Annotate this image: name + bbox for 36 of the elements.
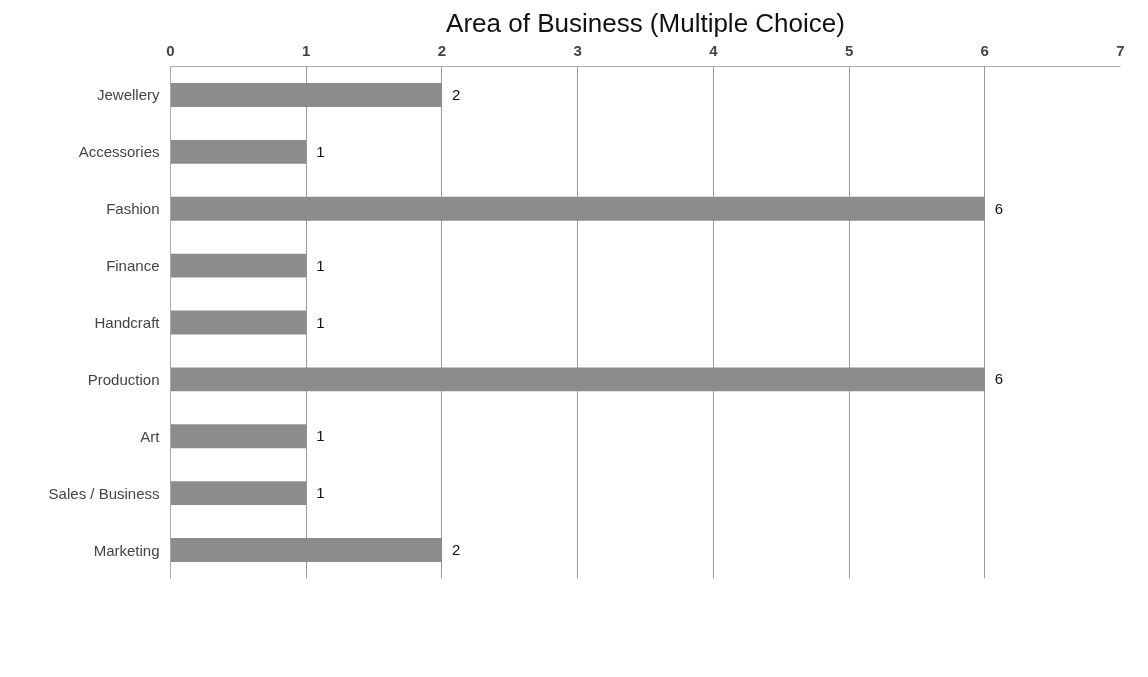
x-tick-label: 2 [437, 41, 447, 59]
x-tick-label: 7 [1116, 41, 1125, 59]
y-tick-label: Accessories [78, 143, 160, 161]
bar [170, 310, 307, 335]
bar [170, 83, 442, 107]
bar [170, 139, 307, 164]
x-tick-label: 5 [844, 41, 854, 59]
data-label: 1 [316, 313, 325, 331]
y-tick-label: Handcraft [94, 314, 161, 331]
y-tick-label: Finance [106, 257, 160, 275]
y-tick-label: Art [140, 427, 161, 445]
bar [170, 253, 307, 278]
chart-title: Area of Business (Multiple Choice) [446, 7, 845, 38]
data-label: 6 [994, 370, 1004, 388]
y-tick-label: Production [87, 370, 160, 388]
x-tick-label: 4 [709, 41, 719, 59]
data-label: 1 [316, 484, 325, 502]
y-tick-label: Jewellery [96, 86, 160, 104]
data-label: 1 [316, 256, 325, 274]
y-tick-label: Sales / Business [48, 484, 160, 502]
bar [170, 424, 307, 449]
x-tick-label: 0 [166, 41, 175, 59]
y-tick-label: Fashion [106, 200, 160, 218]
data-label: 2 [451, 541, 461, 559]
data-label: 6 [994, 199, 1004, 217]
x-tick-label: 3 [573, 41, 582, 59]
data-label: 2 [451, 85, 461, 103]
x-tick-label: 1 [302, 41, 311, 59]
data-label: 1 [316, 427, 325, 445]
bar [170, 481, 307, 506]
bar [170, 538, 442, 562]
x-tick-label: 6 [980, 41, 989, 59]
bar [170, 367, 985, 392]
y-tick-label: Marketing [93, 541, 160, 559]
bar [170, 196, 985, 221]
data-label: 1 [316, 142, 325, 160]
